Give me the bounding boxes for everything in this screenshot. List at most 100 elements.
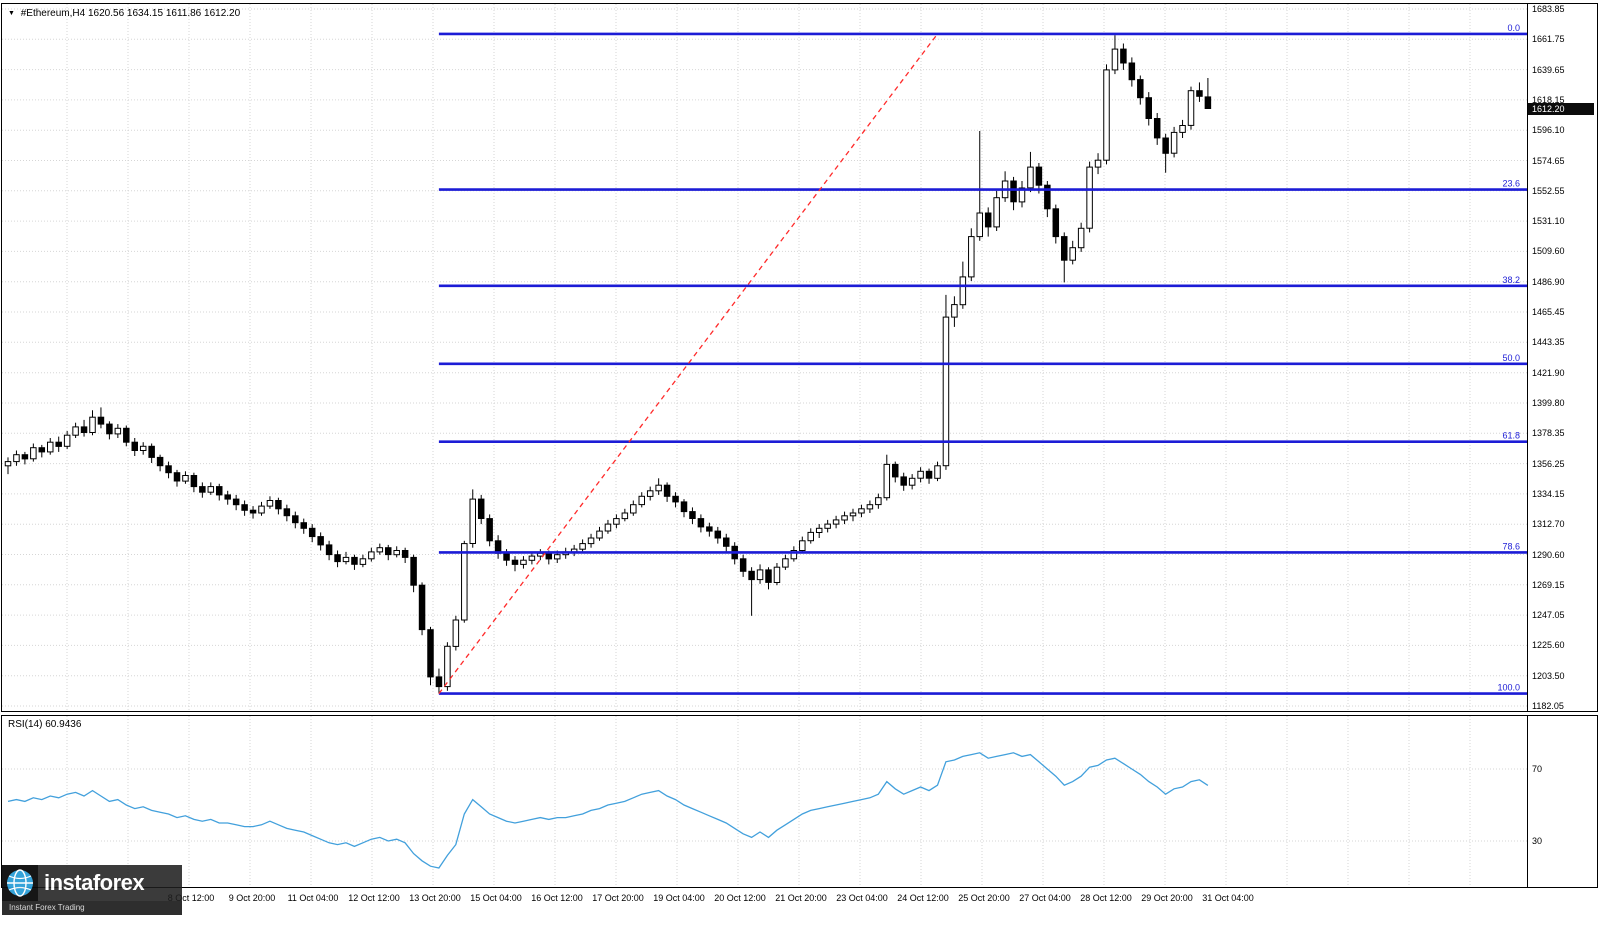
time-axis-label: 11 Oct 04:00 bbox=[287, 893, 339, 903]
candle bbox=[849, 512, 857, 517]
candle bbox=[401, 550, 409, 558]
candle bbox=[241, 504, 248, 511]
time-axis-label: 9 Oct 20:00 bbox=[228, 893, 276, 903]
chart-header: ▼ #Ethereum,H4 1620.56 1634.15 1611.86 1… bbox=[8, 8, 240, 19]
candle bbox=[334, 554, 341, 563]
candle bbox=[1196, 90, 1203, 97]
time-axis-label: 31 Oct 04:00 bbox=[1202, 893, 1254, 903]
candle bbox=[21, 454, 29, 460]
candle bbox=[1077, 227, 1085, 249]
candle bbox=[106, 423, 113, 435]
candle bbox=[892, 463, 899, 478]
candle bbox=[1170, 131, 1178, 154]
candle bbox=[739, 558, 747, 572]
candle bbox=[258, 505, 265, 514]
price-axis-label: 1683.85 bbox=[1532, 4, 1565, 14]
fib-level-label: 78.6 bbox=[1502, 541, 1520, 551]
price-axis-label: 1421.90 bbox=[1532, 367, 1565, 378]
logo-row: instaforex bbox=[2, 865, 182, 901]
candle bbox=[207, 486, 215, 493]
candle bbox=[917, 470, 924, 479]
candle bbox=[841, 515, 848, 521]
fib-level-label: 61.8 bbox=[1502, 431, 1520, 441]
instaforex-logo: instaforex Instant Forex Trading bbox=[2, 865, 182, 915]
price-axis-label: 1225.60 bbox=[1532, 640, 1565, 651]
candle bbox=[452, 619, 460, 647]
candle bbox=[368, 551, 375, 560]
fib-level-label: 38.2 bbox=[1502, 275, 1520, 285]
candle bbox=[1162, 137, 1169, 154]
candle bbox=[418, 584, 426, 631]
price-axis-label: 1486.90 bbox=[1532, 276, 1565, 287]
symbol-marker-icon: ▼ bbox=[8, 10, 15, 17]
time-axis-label: 28 Oct 12:00 bbox=[1080, 893, 1132, 903]
rsi-axis[interactable]: 70 30 bbox=[1529, 716, 1597, 887]
candle bbox=[832, 519, 840, 525]
candle bbox=[182, 475, 189, 482]
candle bbox=[815, 527, 823, 533]
time-axis[interactable]: 8 Oct 12:00 9 Oct 20:00 11 Oct 04:00 12 Oct… bbox=[1, 889, 1595, 929]
candle bbox=[587, 537, 595, 545]
candle bbox=[199, 486, 206, 493]
candle bbox=[689, 511, 696, 520]
candle bbox=[359, 558, 367, 565]
candle bbox=[469, 498, 476, 545]
price-axis-label: 1443.35 bbox=[1532, 337, 1565, 348]
candle bbox=[697, 518, 705, 528]
candle bbox=[630, 504, 637, 514]
fibonacci-retracement[interactable]: 0.0 23.6 38.2 50.0 61.8 78.6 100.0 bbox=[438, 23, 1527, 695]
candle bbox=[283, 508, 291, 517]
candle bbox=[554, 554, 561, 560]
candle bbox=[790, 550, 798, 560]
time-axis-label: 21 Oct 20:00 bbox=[775, 893, 827, 903]
candle bbox=[537, 552, 544, 557]
candle bbox=[951, 304, 958, 318]
candle bbox=[875, 497, 882, 506]
rsi-panel: 70 30 RSI(14) 60.9436 bbox=[1, 715, 1598, 888]
candle bbox=[824, 523, 831, 529]
price-axis-separator bbox=[1527, 4, 1528, 711]
candle bbox=[613, 518, 620, 525]
rsi-canvas[interactable] bbox=[2, 716, 1527, 887]
price-axis-label: 1531.10 bbox=[1532, 216, 1565, 227]
candle bbox=[680, 501, 688, 513]
candle bbox=[165, 465, 172, 474]
price-axis-label: 1552.55 bbox=[1532, 185, 1565, 196]
rsi-line bbox=[7, 752, 1209, 869]
candle bbox=[1204, 96, 1212, 110]
candle bbox=[596, 530, 603, 539]
price-axis-label: 1574.65 bbox=[1532, 155, 1565, 166]
candle bbox=[883, 463, 891, 499]
candle bbox=[249, 509, 257, 514]
candle bbox=[968, 236, 975, 278]
trend-line[interactable] bbox=[438, 33, 939, 694]
candle bbox=[655, 484, 662, 492]
candle bbox=[393, 550, 400, 556]
price-chart-canvas[interactable]: 0.0 23.6 38.2 50.0 61.8 78.6 100.0 bbox=[2, 4, 1527, 711]
candle bbox=[72, 426, 79, 436]
candle bbox=[1103, 69, 1110, 161]
fib-level-label: 100.0 bbox=[1497, 683, 1520, 693]
price-axis-label: 1399.80 bbox=[1532, 398, 1565, 408]
time-axis-label: 8 Oct 12:00 bbox=[167, 893, 215, 903]
candle bbox=[410, 556, 417, 586]
time-axis-label: 19 Oct 04:00 bbox=[653, 893, 705, 903]
candle bbox=[984, 212, 992, 228]
price-axis-label: 1639.65 bbox=[1532, 64, 1565, 75]
price-axis-label: 1356.25 bbox=[1532, 458, 1565, 469]
candle bbox=[756, 569, 764, 581]
candle bbox=[444, 645, 451, 688]
candle bbox=[765, 569, 772, 583]
candle bbox=[292, 515, 299, 524]
candle bbox=[866, 504, 874, 510]
candle bbox=[782, 558, 789, 568]
candle bbox=[1137, 79, 1144, 99]
candle bbox=[900, 476, 907, 486]
candle bbox=[435, 676, 443, 688]
candle bbox=[934, 465, 941, 479]
price-axis[interactable]: 1683.85 1661.75 1639.65 1618.15 1596.10 1574.… bbox=[1529, 4, 1597, 711]
price-axis-label: 1269.15 bbox=[1532, 579, 1565, 590]
candle bbox=[342, 556, 350, 563]
candle bbox=[638, 495, 645, 506]
candle bbox=[545, 552, 553, 560]
